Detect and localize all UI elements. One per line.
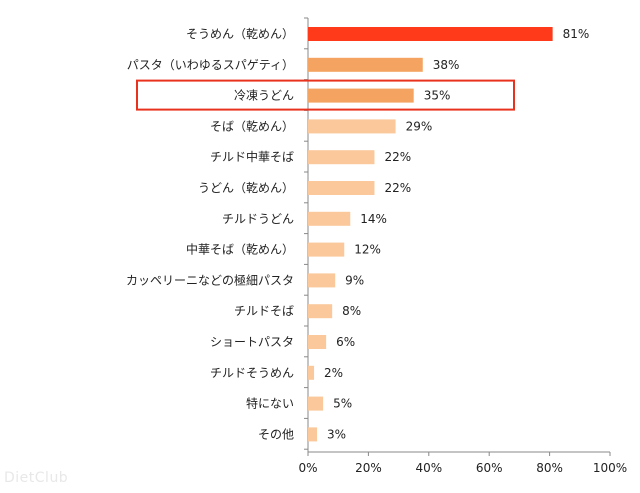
data-label: 14% bbox=[360, 212, 387, 226]
bar bbox=[308, 304, 333, 319]
x-tick-label: 20% bbox=[355, 461, 382, 475]
data-label: 5% bbox=[333, 397, 352, 411]
x-tick-label: 40% bbox=[415, 461, 442, 475]
data-label: 35% bbox=[424, 89, 451, 103]
bar bbox=[308, 427, 318, 442]
data-label: 8% bbox=[342, 304, 361, 318]
data-label: 6% bbox=[336, 335, 355, 349]
x-tick-label: 60% bbox=[476, 461, 503, 475]
category-label: そば（乾めん） bbox=[210, 119, 294, 133]
category-label: チルドそば bbox=[234, 304, 294, 318]
bar bbox=[308, 396, 324, 411]
bar bbox=[308, 335, 327, 349]
category-label: カッペリーニなどの極細パスタ bbox=[126, 272, 294, 287]
data-label: 29% bbox=[406, 119, 433, 133]
bar bbox=[308, 181, 375, 195]
data-label: 81% bbox=[563, 27, 590, 41]
category-label: ショートパスタ bbox=[210, 335, 294, 349]
category-label: パスタ（いわゆるスパゲティ） bbox=[127, 58, 294, 72]
bar bbox=[308, 211, 351, 226]
bar bbox=[308, 365, 315, 380]
x-tick-label: 80% bbox=[536, 461, 563, 475]
category-label: その他 bbox=[258, 427, 294, 441]
bar bbox=[308, 273, 336, 288]
data-label: 9% bbox=[345, 273, 364, 287]
category-label: 冷凍うどん bbox=[234, 89, 294, 103]
bar bbox=[308, 242, 345, 257]
category-label: チルドそうめん bbox=[210, 366, 294, 380]
bar bbox=[308, 119, 396, 134]
data-label: 2% bbox=[324, 366, 343, 380]
category-label: チルド中華そば bbox=[210, 149, 294, 164]
category-label: チルドうどん bbox=[222, 212, 294, 226]
data-label: 12% bbox=[354, 243, 381, 257]
data-label: 22% bbox=[384, 181, 411, 195]
category-label: うどん（乾めん） bbox=[198, 181, 294, 195]
data-label: 38% bbox=[433, 58, 460, 72]
bar bbox=[308, 57, 423, 72]
bar bbox=[308, 88, 414, 103]
watermark: DietClub bbox=[4, 470, 69, 486]
data-label: 22% bbox=[384, 150, 411, 164]
data-label: 3% bbox=[327, 427, 346, 441]
bar bbox=[308, 150, 375, 165]
bar bbox=[308, 27, 553, 41]
highlight-box bbox=[136, 79, 515, 111]
category-label: 特にない bbox=[246, 396, 294, 411]
category-label: 中華そば（乾めん） bbox=[186, 242, 294, 257]
category-label: そうめん（乾めん） bbox=[186, 27, 294, 41]
x-tick-label: 100% bbox=[593, 461, 627, 475]
x-tick-label: 0% bbox=[298, 461, 317, 475]
